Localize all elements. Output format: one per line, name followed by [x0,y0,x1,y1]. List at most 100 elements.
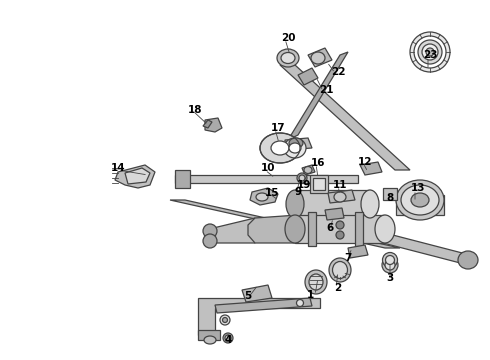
Text: 15: 15 [265,188,279,198]
Ellipse shape [285,215,305,243]
Text: 13: 13 [411,183,425,193]
Polygon shape [383,233,470,265]
Ellipse shape [334,192,346,202]
Polygon shape [302,165,315,175]
Polygon shape [125,168,150,184]
Ellipse shape [281,53,295,63]
Bar [310,175,328,193]
Ellipse shape [385,260,395,270]
Text: 6: 6 [326,223,334,233]
Text: 12: 12 [358,157,372,167]
Text: 19: 19 [297,180,311,190]
Text: 23: 23 [423,50,437,60]
Ellipse shape [336,231,344,239]
Ellipse shape [396,180,444,220]
Ellipse shape [411,193,429,207]
Ellipse shape [422,44,438,60]
Polygon shape [175,175,358,183]
Polygon shape [205,118,222,132]
Polygon shape [175,170,190,188]
Text: 4: 4 [224,335,232,345]
Bar [308,212,316,246]
Ellipse shape [256,193,268,201]
Text: 5: 5 [245,291,252,301]
Ellipse shape [401,185,439,215]
Text: 16: 16 [311,158,325,168]
Ellipse shape [297,173,307,183]
Ellipse shape [333,261,347,279]
Ellipse shape [304,166,312,174]
Text: 9: 9 [294,187,301,197]
Polygon shape [205,218,255,243]
Polygon shape [248,215,298,243]
Ellipse shape [418,40,442,64]
Polygon shape [348,245,368,258]
Ellipse shape [311,52,325,64]
Ellipse shape [410,32,450,72]
Ellipse shape [223,333,233,343]
Polygon shape [242,285,272,302]
Polygon shape [198,298,320,335]
Polygon shape [203,120,212,128]
Polygon shape [198,330,220,340]
Text: 14: 14 [111,163,125,173]
Polygon shape [325,208,344,220]
Polygon shape [115,165,155,188]
Polygon shape [360,162,382,175]
Ellipse shape [225,335,231,341]
Ellipse shape [289,138,303,148]
Text: 1: 1 [306,290,314,300]
Bar [383,188,397,200]
Ellipse shape [386,256,394,265]
Bar [355,212,363,246]
Ellipse shape [296,300,303,306]
Text: 10: 10 [261,163,275,173]
Ellipse shape [309,274,323,290]
Ellipse shape [426,48,434,56]
Bar [313,178,325,190]
Polygon shape [298,68,318,85]
Ellipse shape [361,190,379,218]
Ellipse shape [382,257,398,273]
Ellipse shape [458,251,478,269]
Bar [295,215,385,243]
Ellipse shape [220,315,230,325]
Ellipse shape [329,258,351,282]
Ellipse shape [260,133,300,163]
Ellipse shape [277,49,299,67]
Text: 17: 17 [270,123,285,133]
Polygon shape [280,65,410,170]
Text: 3: 3 [387,273,393,283]
Polygon shape [170,200,400,248]
Text: 18: 18 [188,105,202,115]
Polygon shape [396,195,444,215]
Polygon shape [308,48,332,67]
Ellipse shape [375,215,395,243]
Text: 8: 8 [387,193,393,203]
Ellipse shape [222,318,227,323]
Ellipse shape [271,141,289,155]
Ellipse shape [336,221,344,229]
Text: 21: 21 [319,85,333,95]
Ellipse shape [203,234,217,248]
Ellipse shape [284,138,306,158]
Polygon shape [328,190,355,203]
Text: 11: 11 [333,180,347,190]
Polygon shape [285,138,312,150]
Polygon shape [250,188,278,205]
Text: 22: 22 [331,67,345,77]
Ellipse shape [286,190,304,218]
Text: 2: 2 [334,283,342,293]
Ellipse shape [289,143,301,153]
Ellipse shape [204,336,216,344]
Ellipse shape [414,36,446,68]
Polygon shape [215,298,312,313]
Text: 20: 20 [281,33,295,43]
Ellipse shape [203,224,217,238]
Text: 7: 7 [344,253,352,263]
Ellipse shape [299,175,305,181]
Ellipse shape [305,270,327,294]
Polygon shape [288,52,348,140]
Bar [295,190,370,218]
Ellipse shape [383,252,397,267]
